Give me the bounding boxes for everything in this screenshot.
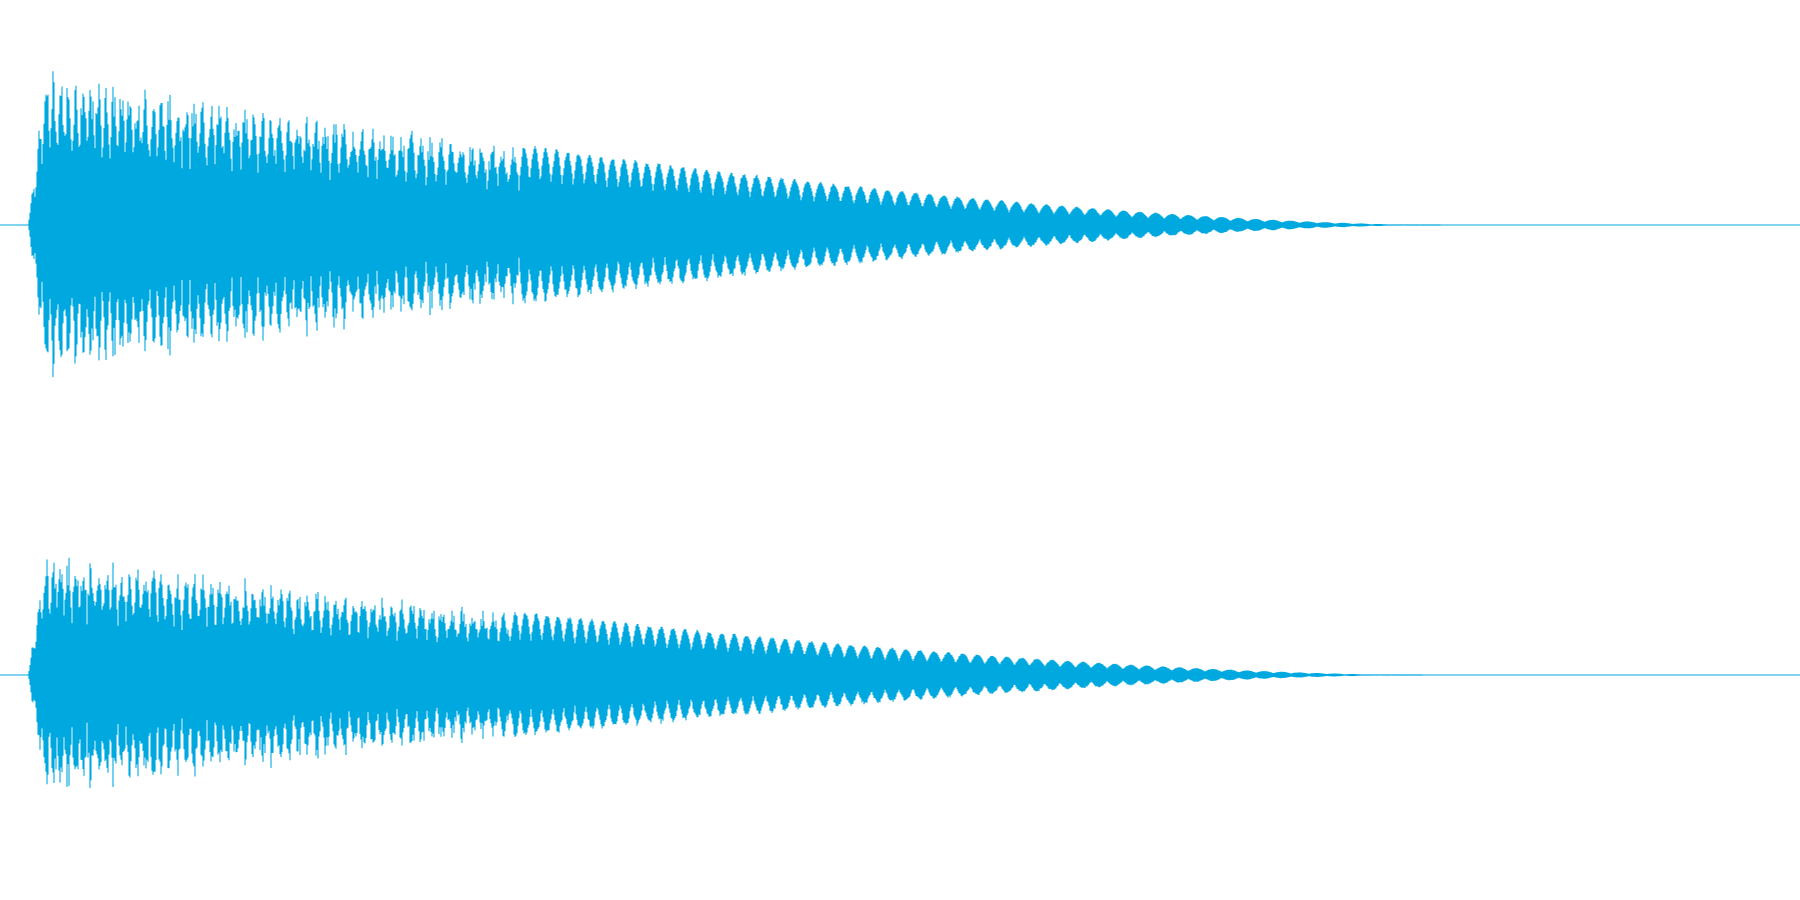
channel-2-waveform bbox=[27, 557, 1423, 789]
waveform-channel-2 bbox=[0, 557, 1800, 789]
waveform-channel-1 bbox=[0, 71, 1800, 378]
channel-1-waveform bbox=[27, 71, 1441, 378]
